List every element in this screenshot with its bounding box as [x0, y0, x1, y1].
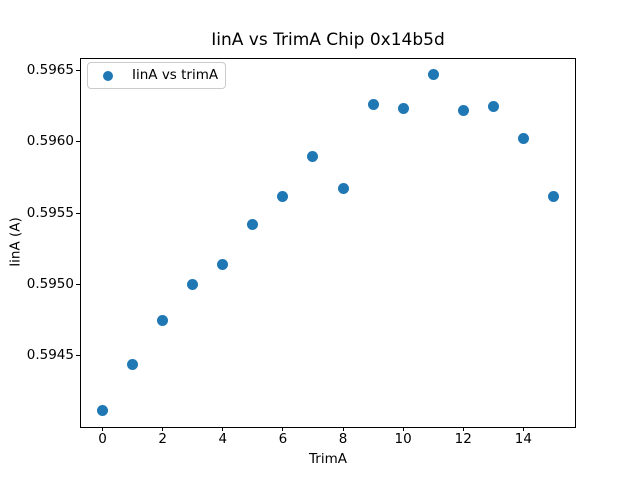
legend: IinA vs trimA: [87, 62, 226, 89]
data-point: [157, 314, 169, 326]
x-tick-mark: [222, 427, 224, 431]
x-tick-label: 4: [218, 431, 228, 447]
x-tick-label: 6: [278, 431, 288, 447]
x-tick-mark: [522, 427, 524, 431]
data-point: [427, 69, 439, 81]
x-tick-label: 8: [338, 431, 348, 447]
legend-marker-dot-icon: [103, 70, 113, 81]
data-point: [217, 259, 229, 271]
data-point: [247, 219, 259, 231]
data-point: [517, 133, 529, 145]
x-tick-mark: [462, 427, 464, 431]
x-axis-label: TrimA: [309, 451, 347, 467]
x-tick-label: 14: [514, 431, 532, 447]
y-tick-mark: [76, 283, 80, 285]
data-point: [487, 100, 499, 112]
y-tick-mark: [76, 141, 80, 143]
data-point: [547, 190, 559, 202]
data-point: [307, 150, 319, 162]
x-tick-mark: [402, 427, 404, 431]
data-point: [367, 99, 379, 111]
x-tick-mark: [162, 427, 164, 431]
data-point: [127, 358, 139, 370]
y-tick-label: 0.5945: [26, 347, 74, 364]
y-tick-mark: [76, 69, 80, 71]
plot-area: [80, 58, 576, 428]
x-tick-label: 0: [98, 431, 107, 447]
data-point: [97, 404, 109, 416]
x-tick-label: 10: [394, 431, 412, 447]
y-axis-label: IinA (A): [7, 217, 24, 267]
y-tick-label: 0.5965: [26, 61, 74, 78]
y-tick-label: 0.5960: [26, 133, 74, 150]
x-tick-label: 12: [454, 431, 472, 447]
x-tick-mark: [282, 427, 284, 431]
data-point: [337, 183, 349, 195]
y-tick-mark: [76, 212, 80, 214]
y-tick-mark: [76, 355, 80, 357]
data-point: [187, 278, 199, 290]
data-point: [397, 103, 409, 115]
data-point: [457, 104, 469, 116]
x-tick-mark: [102, 427, 104, 431]
y-tick-label: 0.5950: [26, 275, 74, 292]
x-tick-label: 2: [158, 431, 167, 447]
legend-label: IinA vs trimA: [132, 67, 219, 83]
data-point: [277, 190, 289, 202]
x-tick-mark: [342, 427, 344, 431]
chart-title: IinA vs TrimA Chip 0x14b5d: [211, 30, 445, 50]
y-tick-label: 0.5955: [26, 204, 74, 221]
